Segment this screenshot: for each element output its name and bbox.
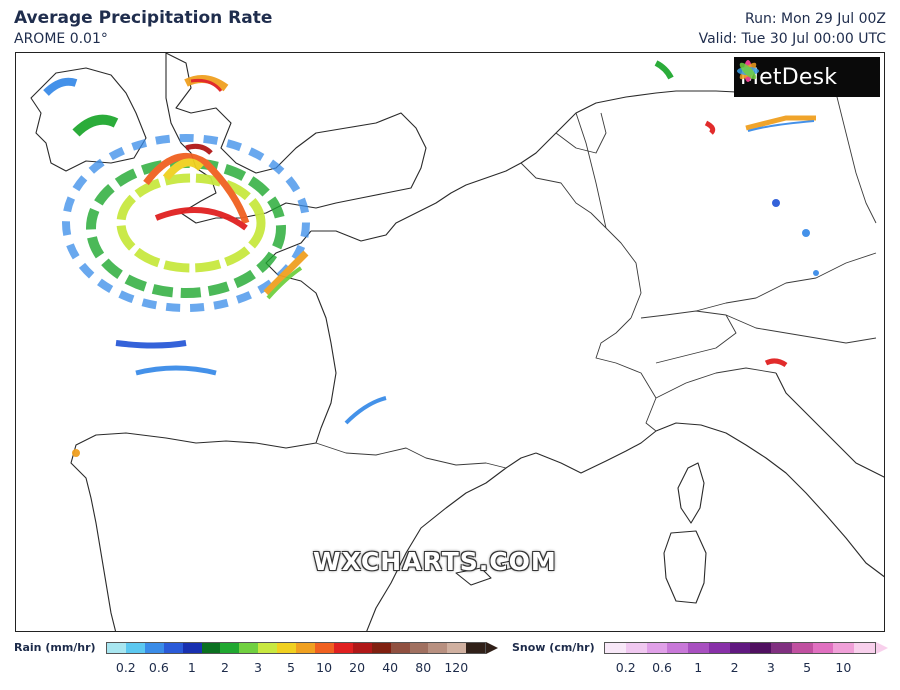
- rain-swatch: [258, 643, 278, 653]
- rain-swatch: [239, 643, 259, 653]
- metdesk-flower-icon: [737, 60, 759, 82]
- snow-swatch: [688, 643, 709, 653]
- rain-tick-label: 0.6: [148, 660, 169, 675]
- coastline-iberia: [70, 432, 317, 631]
- rain-swatch: [144, 643, 164, 653]
- rain-swatch: [182, 643, 202, 653]
- snow-tick-label: 1: [694, 660, 703, 675]
- rain-tick-label: 3: [254, 660, 262, 675]
- coastline-sardinia: [663, 530, 707, 604]
- rain-swatch: [466, 643, 486, 653]
- rain-swatch: [125, 643, 145, 653]
- rain-swatch: [220, 643, 240, 653]
- border-france-switzerland: [595, 317, 657, 432]
- snow-swatch: [854, 643, 875, 653]
- snow-swatch: [605, 643, 626, 653]
- border-austria-italy: [725, 314, 877, 344]
- snow-swatch: [750, 643, 772, 653]
- rain-tick-label: 5: [287, 660, 296, 675]
- snow-swatch: [625, 643, 647, 653]
- rain-swatch: [352, 643, 372, 653]
- snow-swatch: [791, 643, 813, 653]
- rain-tick-label: 20: [349, 660, 366, 675]
- snow-swatch: [812, 643, 834, 653]
- rain-swatch: [333, 643, 353, 653]
- rain-swatch: [390, 643, 410, 653]
- wxcharts-watermark: WXCHARTS.COM: [313, 547, 557, 576]
- rain-swatch: [314, 643, 334, 653]
- model-label: AROME 0.01°: [14, 31, 108, 47]
- rain-swatch: [447, 643, 467, 653]
- rain-tick-label: 2: [220, 660, 229, 675]
- rain-tick-label: 80: [415, 660, 432, 675]
- snow-swatch: [729, 643, 751, 653]
- rain-swatch: [277, 643, 297, 653]
- rain-legend-label: Rain (mm/hr): [14, 641, 96, 654]
- coastline-italy: [775, 372, 884, 478]
- border-switzerland: [640, 310, 737, 364]
- snow-swatch: [708, 643, 730, 653]
- border-germany-west: [575, 112, 607, 229]
- rain-tick-label: 40: [382, 660, 399, 675]
- snow-swatch: [667, 643, 689, 653]
- snow-tick-label: 5: [803, 660, 812, 675]
- coastline-brittany: [265, 230, 337, 444]
- border-netherlands: [555, 112, 607, 154]
- snow-swatch: [771, 643, 792, 653]
- rain-color-bar: [106, 642, 486, 654]
- rain-swatch: [409, 643, 429, 653]
- snow-tick-label: 0.6: [652, 660, 672, 675]
- run-time: Run: Mon 29 Jul 00Z: [745, 11, 886, 27]
- precipitation-map[interactable]: MetDesk WXCHARTS.COM: [15, 52, 885, 632]
- legend: Rain (mm/hr) 0.2 0.6 1 2 3 5 10 20 40 80 120 Snow …: [0, 636, 900, 690]
- snow-legend-label: Snow (cm/hr): [512, 641, 595, 654]
- snow-bar-arrow: [876, 642, 888, 654]
- rain-swatch: [371, 643, 391, 653]
- border-france-germany: [605, 227, 642, 319]
- rain-swatch: [296, 643, 315, 653]
- snow-tick-label: 3: [766, 660, 775, 675]
- rain-swatch: [163, 643, 183, 653]
- border-france-spain: [315, 442, 507, 469]
- rain-swatch: [201, 643, 221, 653]
- snow-tick-label: 10: [835, 660, 852, 675]
- rain-tick-label: 120: [444, 660, 469, 675]
- precipitation-field: [43, 60, 819, 457]
- snow-tick-label: 0.2: [615, 660, 636, 675]
- border-france-belgium: [520, 162, 607, 229]
- border-germany-east: [835, 92, 877, 224]
- coastline-mediterranean: [535, 422, 884, 578]
- chart-title: Average Precipitation Rate: [14, 8, 273, 28]
- rain-swatch: [428, 643, 448, 653]
- coastline-spain-east: [366, 452, 537, 631]
- rain-swatch: [107, 643, 126, 653]
- rain-tick-label: 0.2: [115, 660, 136, 675]
- map-canvas: [30, 53, 884, 631]
- rain-bar-arrow: [486, 642, 498, 654]
- border-italy-north: [655, 367, 777, 399]
- metdesk-logo: MetDesk: [734, 57, 880, 97]
- snow-tick-label: 2: [730, 660, 739, 675]
- snow-swatch: [646, 643, 668, 653]
- border-germany-south: [695, 252, 877, 312]
- coastline-corsica: [677, 462, 705, 524]
- rain-tick-label: 1: [187, 660, 196, 675]
- coastline-france: [311, 90, 757, 242]
- rain-tick-label: 10: [316, 660, 333, 675]
- snow-swatch: [833, 643, 855, 653]
- snow-color-bar: [604, 642, 876, 654]
- coastline-balearics: [455, 560, 515, 586]
- valid-time: Valid: Tue 30 Jul 00:00 UTC: [698, 31, 886, 47]
